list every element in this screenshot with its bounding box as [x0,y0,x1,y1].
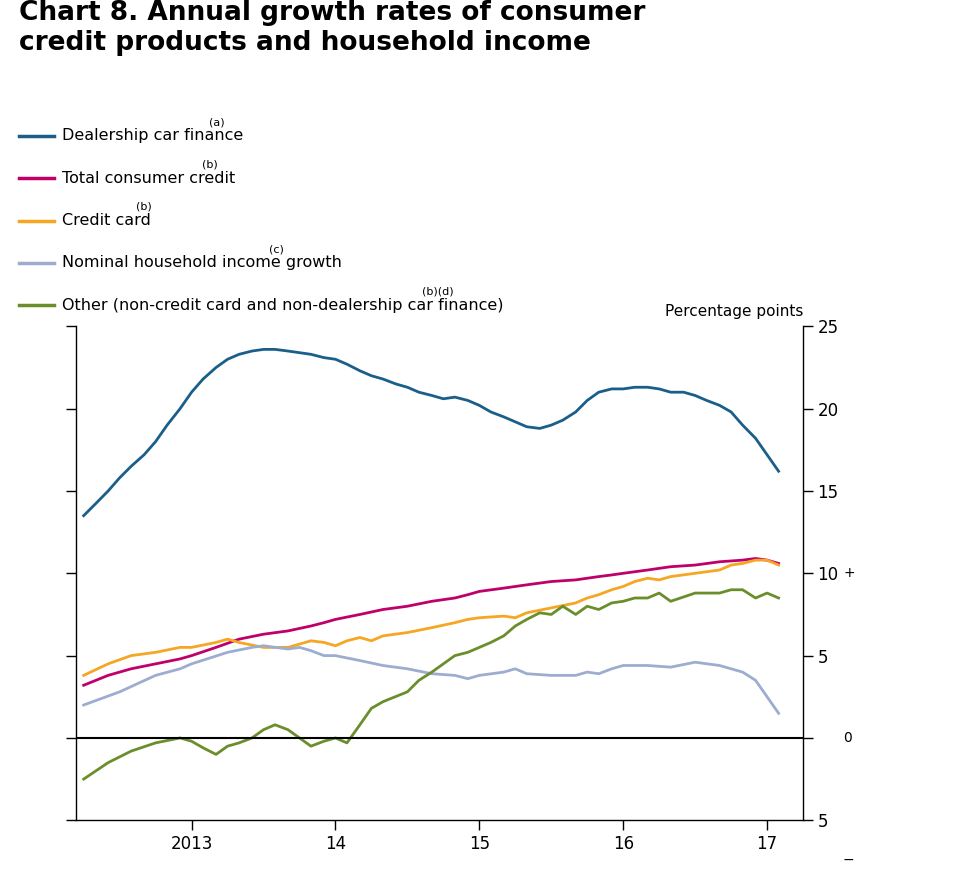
Text: Dealership car finance: Dealership car finance [62,128,244,144]
Text: (a): (a) [208,117,225,127]
Text: +: + [843,566,855,580]
Text: (b)(d): (b)(d) [422,287,454,296]
Text: 0: 0 [843,731,852,744]
Text: −: − [843,853,855,867]
Text: Chart 8. Annual growth rates of consumer
credit products and household income: Chart 8. Annual growth rates of consumer… [19,0,645,56]
Text: Credit card: Credit card [62,213,151,228]
Text: (c): (c) [269,244,284,254]
Text: Nominal household income growth: Nominal household income growth [62,255,342,271]
Text: (b): (b) [202,160,218,169]
Text: Percentage points: Percentage points [664,304,803,319]
Text: Other (non-credit card and non-dealership car finance): Other (non-credit card and non-dealershi… [62,297,504,313]
Text: (b): (b) [136,202,151,212]
Text: Total consumer credit: Total consumer credit [62,170,235,186]
